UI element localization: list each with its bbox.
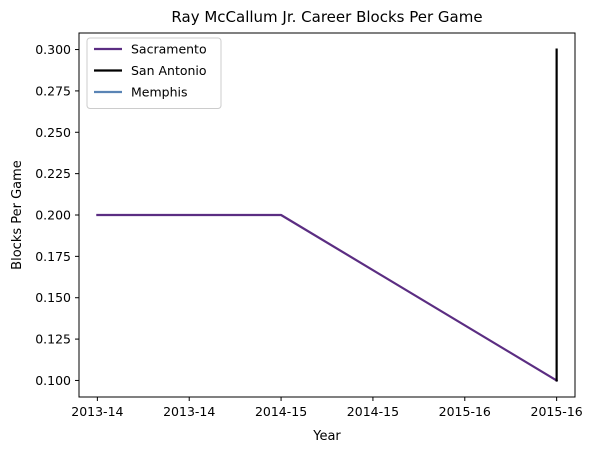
y-tick-label: 0.125 bbox=[35, 332, 71, 347]
legend-label-san-antonio: San Antonio bbox=[131, 63, 207, 78]
y-tick-label: 0.250 bbox=[35, 125, 71, 140]
x-axis-label: Year bbox=[312, 429, 341, 444]
x-tick-label: 2014-15 bbox=[255, 404, 307, 419]
x-tick-label: 2014-15 bbox=[347, 404, 399, 419]
y-tick-label: 0.300 bbox=[35, 42, 71, 57]
plot-area: 2013-14 2013-14 2014-15 2014-15 2015-16 2015-… bbox=[35, 32, 583, 419]
y-tick-label: 0.275 bbox=[35, 83, 71, 98]
x-tick-label: 2013-14 bbox=[71, 404, 123, 419]
legend-box bbox=[86, 37, 222, 109]
y-tick-label: 0.100 bbox=[35, 373, 71, 388]
legend: Sacramento San Antonio Memphis bbox=[86, 37, 222, 109]
x-tick-label: 2015-16 bbox=[439, 404, 491, 419]
x-tick-label: 2013-14 bbox=[163, 404, 215, 419]
y-tick-label: 0.225 bbox=[35, 166, 71, 181]
x-tick-label: 2015-16 bbox=[531, 404, 583, 419]
series-line-sacramento bbox=[96, 213, 559, 382]
chart-title: Ray McCallum Jr. Career Blocks Per Game bbox=[171, 8, 482, 26]
legend-label-sacramento: Sacramento bbox=[131, 42, 207, 57]
y-tick-label: 0.175 bbox=[35, 249, 71, 264]
y-tick-label: 0.200 bbox=[35, 208, 71, 223]
y-tick-label: 0.150 bbox=[35, 290, 71, 305]
y-axis-label: Blocks Per Game bbox=[10, 160, 25, 270]
legend-label-memphis: Memphis bbox=[131, 85, 188, 100]
